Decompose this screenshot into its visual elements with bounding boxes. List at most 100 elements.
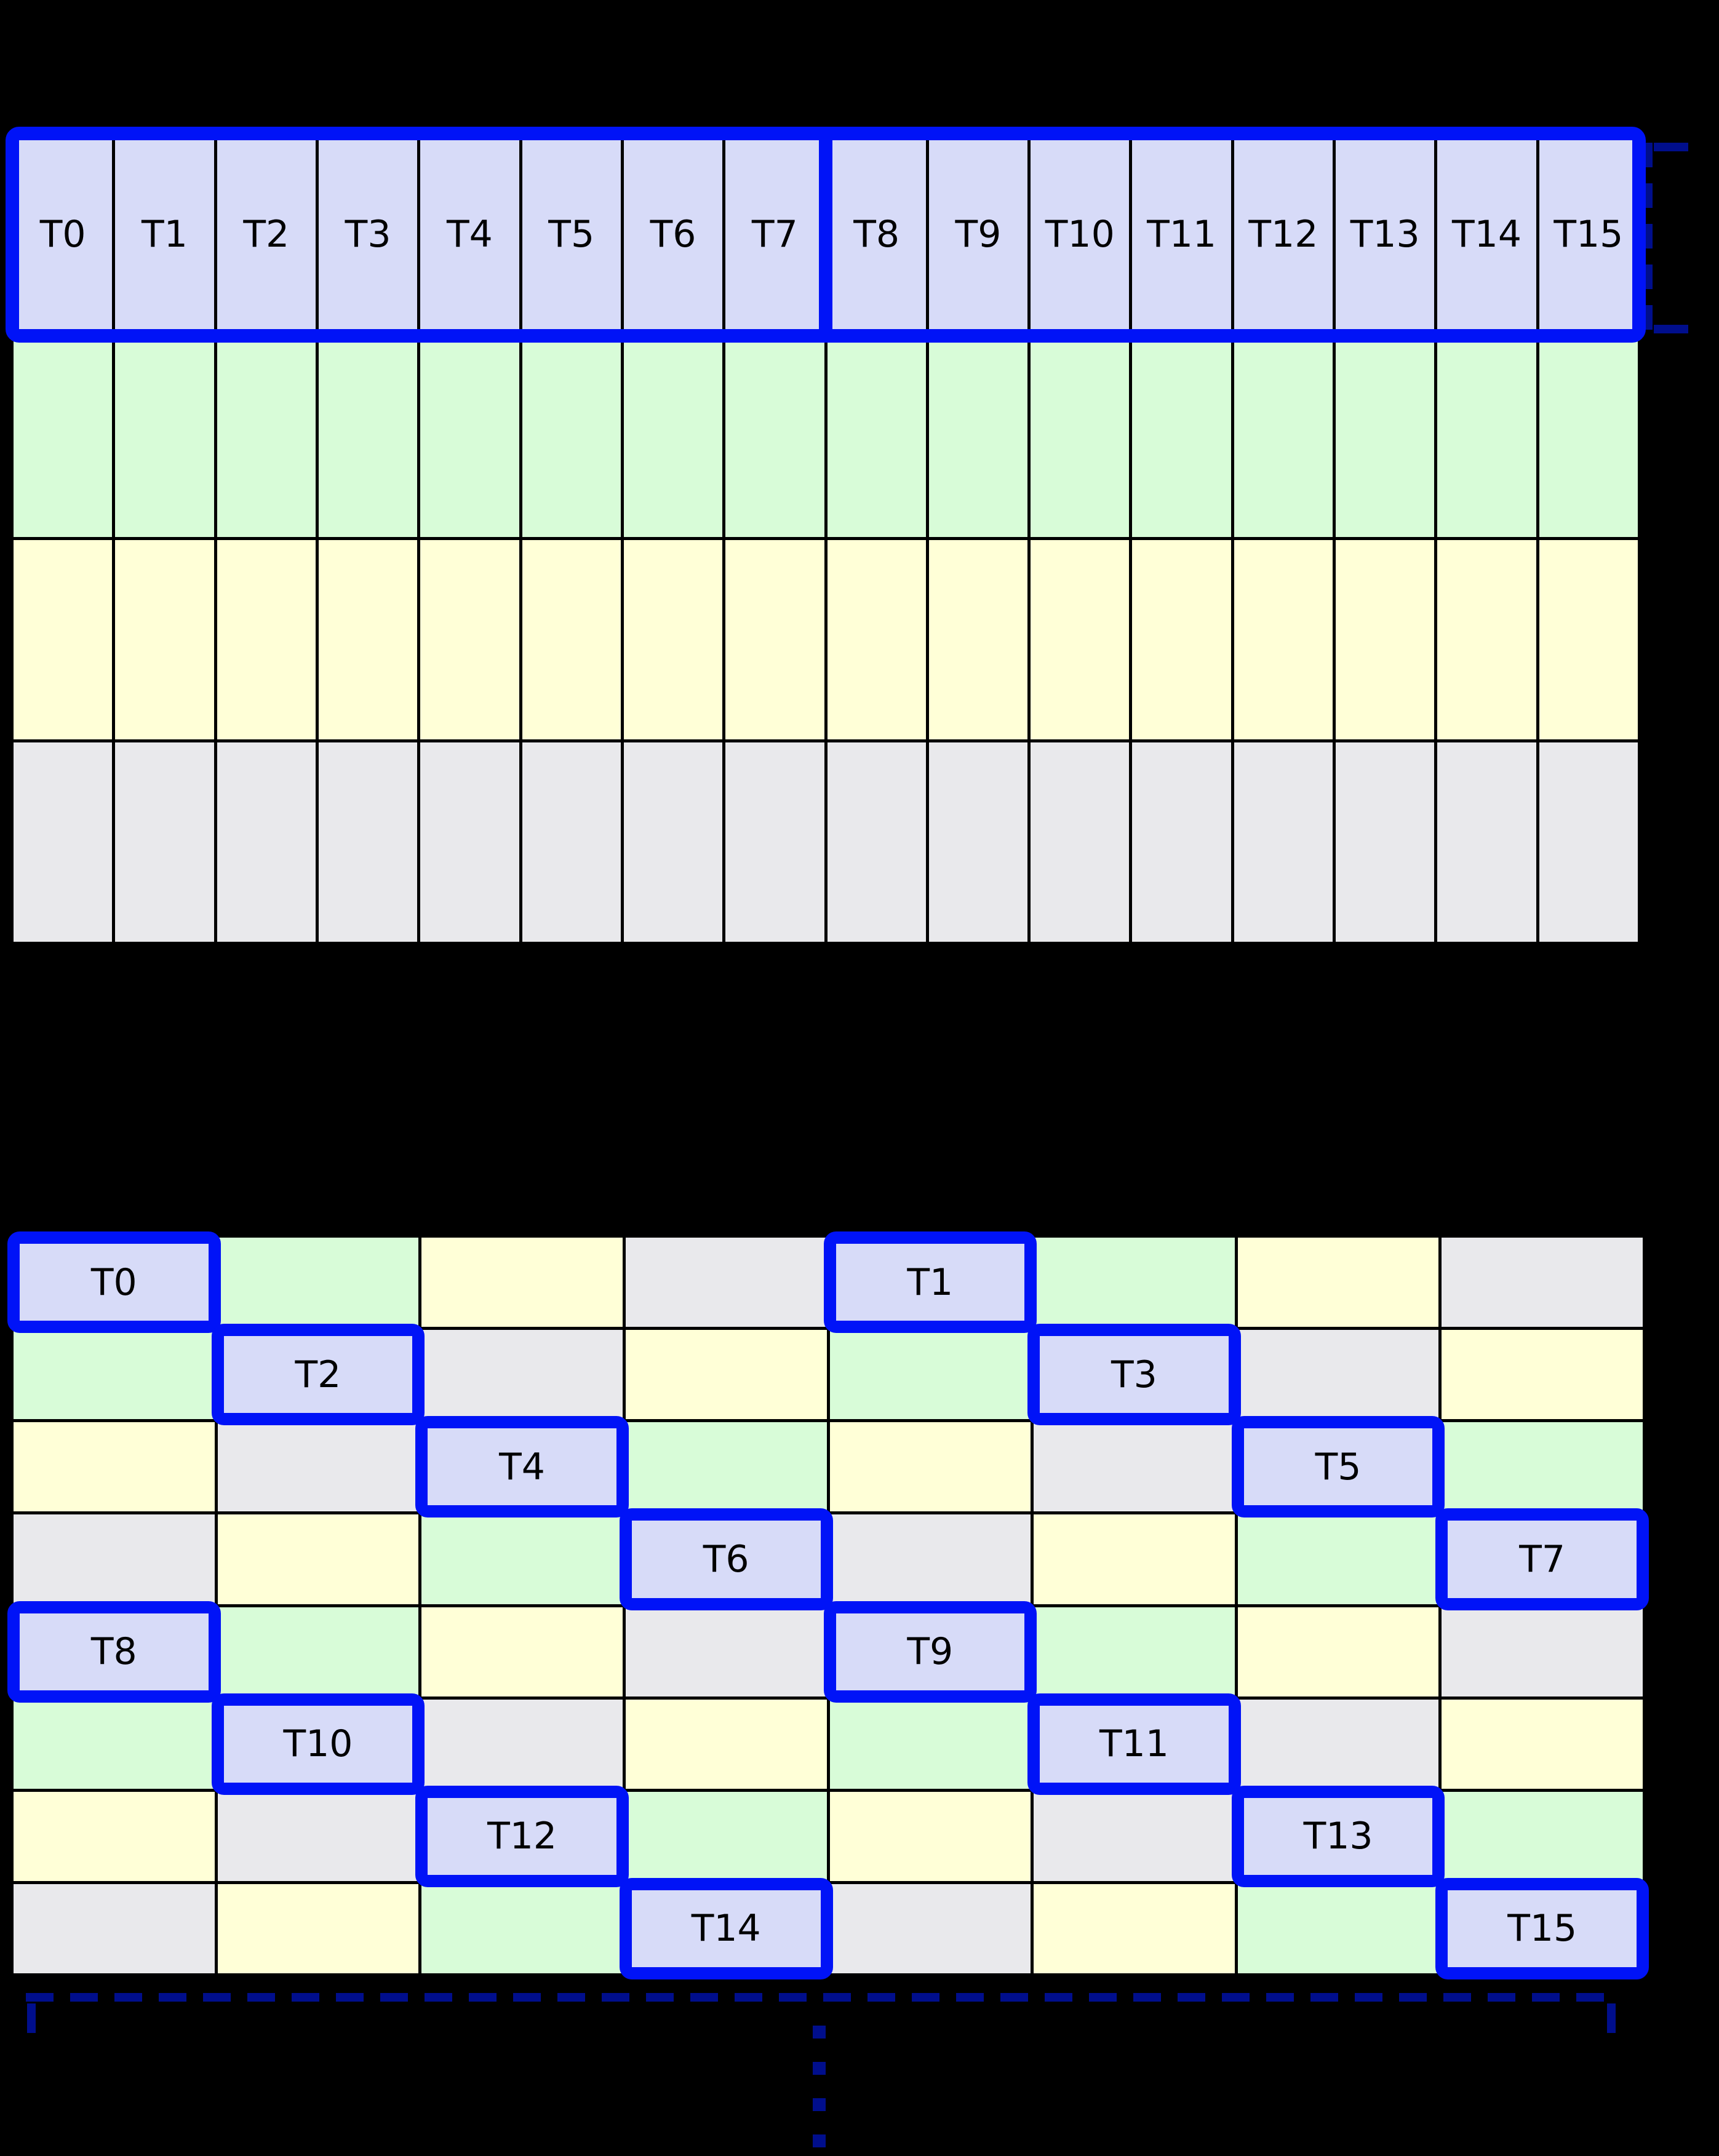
thread-label: T2: [295, 1353, 341, 1396]
memory-cell: [1031, 539, 1130, 739]
memory-cell: [829, 1884, 1031, 1973]
thread-label: T5: [548, 213, 595, 257]
memory-cell: [115, 742, 214, 942]
thread-label: T6: [703, 1537, 749, 1581]
memory-cell: [1034, 1422, 1235, 1512]
memory-cell: [420, 539, 519, 739]
thread-label: T15: [1507, 1907, 1577, 1951]
thread-cell: T2: [217, 135, 316, 335]
memory-cell: [1034, 1514, 1235, 1604]
memory-cell: [829, 1514, 1031, 1604]
memory-cell: [725, 337, 824, 537]
thread-cell: T13: [1336, 135, 1435, 335]
memory-cell: [1442, 1607, 1643, 1697]
memory-cell: [1237, 1884, 1439, 1973]
thread-cell: T14: [1437, 135, 1536, 335]
memory-cell: [14, 1699, 215, 1789]
thread-cell: T10: [211, 1693, 425, 1795]
memory-cell: [1336, 337, 1435, 537]
memory-cell: [829, 1791, 1031, 1881]
memory-cell: [421, 1514, 623, 1604]
thread-cell: T1: [115, 135, 214, 335]
memory-cell: [421, 1330, 623, 1420]
thread-cell: T6: [623, 135, 723, 335]
memory-cell: [1437, 742, 1536, 942]
thread-cell: T0: [14, 135, 113, 335]
memory-cell: [1539, 337, 1638, 537]
memory-cell: [14, 1514, 215, 1604]
swizzled-thread-grid: T0 T1 T2 T3 T4 T5 T6 T7 T8 T9 T10 T11 T12 T13 T14 T15: [7, 1231, 1649, 1980]
ellipsis-dot: [813, 2134, 826, 2147]
memory-cell: [829, 1330, 1031, 1420]
memory-cell: [1539, 742, 1638, 942]
grid-span-bracket: [26, 1993, 1617, 2034]
memory-cell: [1031, 742, 1130, 942]
memory-cell: [827, 742, 926, 942]
memory-cell: [625, 1699, 827, 1789]
memory-cell: [14, 1422, 215, 1512]
thread-label: T12: [1248, 213, 1318, 257]
memory-cell: [14, 742, 113, 942]
memory-cell: [318, 337, 418, 537]
thread-cell: T7: [725, 135, 824, 335]
memory-cell: [928, 337, 1028, 537]
memory-cell: [522, 337, 621, 537]
memory-cell: [420, 742, 519, 942]
bracket-dashed-line: [26, 1993, 1617, 2002]
memory-cell: [625, 1607, 827, 1697]
memory-cell: [1237, 1514, 1439, 1604]
thread-label: T3: [345, 213, 391, 257]
memory-cell: [1132, 539, 1231, 739]
memory-cell: [829, 1422, 1031, 1512]
memory-cell: [217, 1607, 419, 1697]
thread-label: T11: [1099, 1722, 1169, 1766]
thread-label: T14: [1452, 213, 1522, 257]
memory-cell: [318, 742, 418, 942]
memory-cell: [217, 1422, 419, 1512]
thread-label: T15: [1553, 213, 1624, 257]
row-span-bracket: [1644, 143, 1718, 335]
memory-cell: [217, 742, 316, 942]
thread-label: T3: [1111, 1353, 1157, 1396]
memory-cell: [1442, 1422, 1643, 1512]
memory-cell: [14, 539, 113, 739]
thread-label: T9: [955, 213, 1002, 257]
memory-cell: [625, 1422, 827, 1512]
memory-cell: [14, 1884, 215, 1973]
memory-cell: [1442, 1699, 1643, 1789]
memory-cell: [1034, 1884, 1235, 1973]
thread-label: T6: [650, 213, 696, 257]
thread-cell: T9: [823, 1601, 1037, 1703]
thread-cell: T0: [7, 1231, 221, 1334]
memory-cell: [217, 539, 316, 739]
memory-cell: [928, 742, 1028, 942]
memory-cell: [725, 742, 824, 942]
memory-cell: [1234, 539, 1333, 739]
memory-cell: [1442, 1330, 1643, 1420]
thread-cell: T5: [522, 135, 621, 335]
thread-label: T1: [142, 213, 188, 257]
memory-cell: [1336, 742, 1435, 942]
memory-cell: [421, 1699, 623, 1789]
thread-cell: T14: [619, 1877, 833, 1980]
memory-cell: [1237, 1607, 1439, 1697]
thread-label: T10: [283, 1722, 353, 1766]
memory-cell: [1442, 1791, 1643, 1881]
memory-cell: [217, 1791, 419, 1881]
bracket-right-tick: [1607, 2003, 1616, 2033]
memory-cell: [827, 539, 926, 739]
memory-cell: [1237, 1330, 1439, 1420]
thread-cell: T13: [1231, 1785, 1445, 1887]
memory-cell: [1437, 539, 1536, 739]
memory-cell: [1034, 1791, 1235, 1881]
thread-cell: T12: [415, 1785, 629, 1887]
thread-cell: T6: [619, 1508, 833, 1610]
thread-label: T5: [1315, 1445, 1362, 1489]
bracket-bottom-tick: [1654, 325, 1688, 333]
memory-cell: [623, 539, 723, 739]
thread-cell: T12: [1234, 135, 1333, 335]
memory-cell: [522, 539, 621, 739]
memory-cell: [725, 539, 824, 739]
